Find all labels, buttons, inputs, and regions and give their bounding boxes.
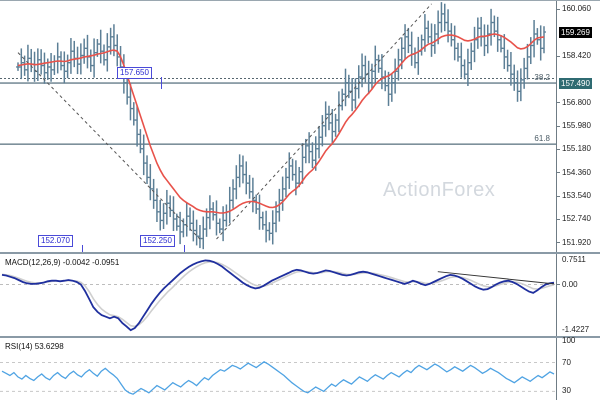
rsi-indicator-label: RSI(14) 53.6298 bbox=[5, 342, 64, 351]
macd-plot-area[interactable]: MACD(12,26,9) -0.0042 -0.0951 bbox=[0, 254, 556, 336]
last-price-tag: 159.269 bbox=[559, 27, 592, 38]
tick-dash bbox=[557, 55, 560, 57]
ohlc-bar-group bbox=[16, 2, 546, 250]
moving-average-line bbox=[17, 33, 545, 214]
trendline-up-trend-lower bbox=[216, 3, 432, 240]
tick-dash bbox=[557, 102, 560, 104]
price-tick-160.060: 160.060 bbox=[557, 5, 600, 13]
price-tick-154.360: 154.360 bbox=[557, 167, 600, 177]
tick-label: 0.00 bbox=[562, 279, 578, 289]
tick-label: 151.920 bbox=[562, 237, 591, 247]
tick-label: 158.420 bbox=[562, 51, 591, 61]
price-chart-svg bbox=[0, 2, 556, 250]
macd-series-macd bbox=[1, 259, 555, 332]
price-tick-156.800: 156.800 bbox=[557, 97, 600, 107]
rsi-tick-100: 100 bbox=[562, 335, 576, 345]
price-tick-158.420: 158.420 bbox=[557, 52, 600, 60]
price-tick-155.180: 155.180 bbox=[557, 145, 600, 153]
macd-tick-0.00: 0.00 bbox=[557, 279, 600, 289]
macd-series-signal bbox=[1, 261, 555, 328]
rsi-tick-70: 70 bbox=[562, 357, 571, 367]
level-box-157.650: 157.650 bbox=[117, 67, 152, 79]
macd-tick--1.4227: -1.4227 bbox=[562, 325, 590, 335]
tick-label: 160.060 bbox=[562, 4, 591, 14]
tick-label: 155.180 bbox=[562, 144, 591, 154]
macd-tick-0.7511: 0.7511 bbox=[562, 255, 586, 265]
price-tick-151.920: 151.920 bbox=[557, 237, 600, 247]
price-axis[interactable]: 160.060 158.420 156.800 155.980 155.180 154.3… bbox=[556, 1, 600, 252]
rsi-panel[interactable]: RSI(14) 53.6298 100 70 30 bbox=[0, 336, 600, 400]
tick-label: 152.740 bbox=[562, 214, 591, 224]
fib-label-38.2: 38.2 bbox=[534, 73, 550, 82]
tick-label: 155.980 bbox=[562, 121, 591, 131]
level-box-stem bbox=[82, 245, 83, 252]
rsi-tick-30: 30 bbox=[562, 386, 571, 396]
tick-dash bbox=[557, 8, 560, 10]
tick-dash bbox=[557, 218, 560, 220]
watermark: ActionForex bbox=[383, 179, 496, 201]
level-box-stem bbox=[161, 77, 162, 89]
tick-dash bbox=[557, 125, 560, 127]
tick-dash bbox=[557, 148, 560, 150]
tick-label: 154.360 bbox=[562, 167, 591, 177]
trendline-down-trend-upper bbox=[17, 52, 201, 240]
trendline-macd-down-trend bbox=[437, 271, 555, 285]
macd-axis[interactable]: 0.7511 0.00 -1.4227 bbox=[556, 254, 600, 336]
rsi-line bbox=[1, 361, 555, 395]
price-panel[interactable]: ActionForex 38.2 61.8 157.650 152.070 152.25… bbox=[0, 0, 600, 252]
rsi-axis[interactable]: 100 70 30 bbox=[556, 335, 600, 400]
level-price-tag: 157.490 bbox=[559, 78, 592, 89]
level-box-152.070: 152.070 bbox=[38, 235, 73, 247]
macd-panel[interactable]: MACD(12,26,9) -0.0042 -0.0951 0.7511 0.00… bbox=[0, 252, 600, 336]
macd-chart-svg bbox=[0, 259, 556, 332]
price-tick-152.740: 152.740 bbox=[557, 215, 600, 223]
tick-label: 153.540 bbox=[562, 191, 591, 201]
price-tick-153.540: 153.540 bbox=[557, 192, 600, 200]
rsi-chart-svg bbox=[0, 361, 556, 395]
fib-label-61.8: 61.8 bbox=[534, 134, 550, 144]
level-box-stem bbox=[184, 245, 185, 252]
tick-dash bbox=[557, 172, 560, 174]
macd-indicator-label: MACD(12,26,9) -0.0042 -0.0951 bbox=[5, 258, 120, 267]
tick-dash bbox=[557, 242, 560, 244]
price-tick-155.980: 155.980 bbox=[557, 122, 600, 130]
tick-label: 156.800 bbox=[562, 97, 591, 107]
tick-dash bbox=[557, 283, 560, 285]
price-plot-area[interactable]: ActionForex 38.2 61.8 157.650 152.070 152.25… bbox=[0, 1, 556, 252]
tick-dash bbox=[557, 195, 560, 197]
level-box-152.250: 152.250 bbox=[140, 235, 175, 247]
rsi-plot-area[interactable]: RSI(14) 53.6298 bbox=[0, 338, 556, 400]
